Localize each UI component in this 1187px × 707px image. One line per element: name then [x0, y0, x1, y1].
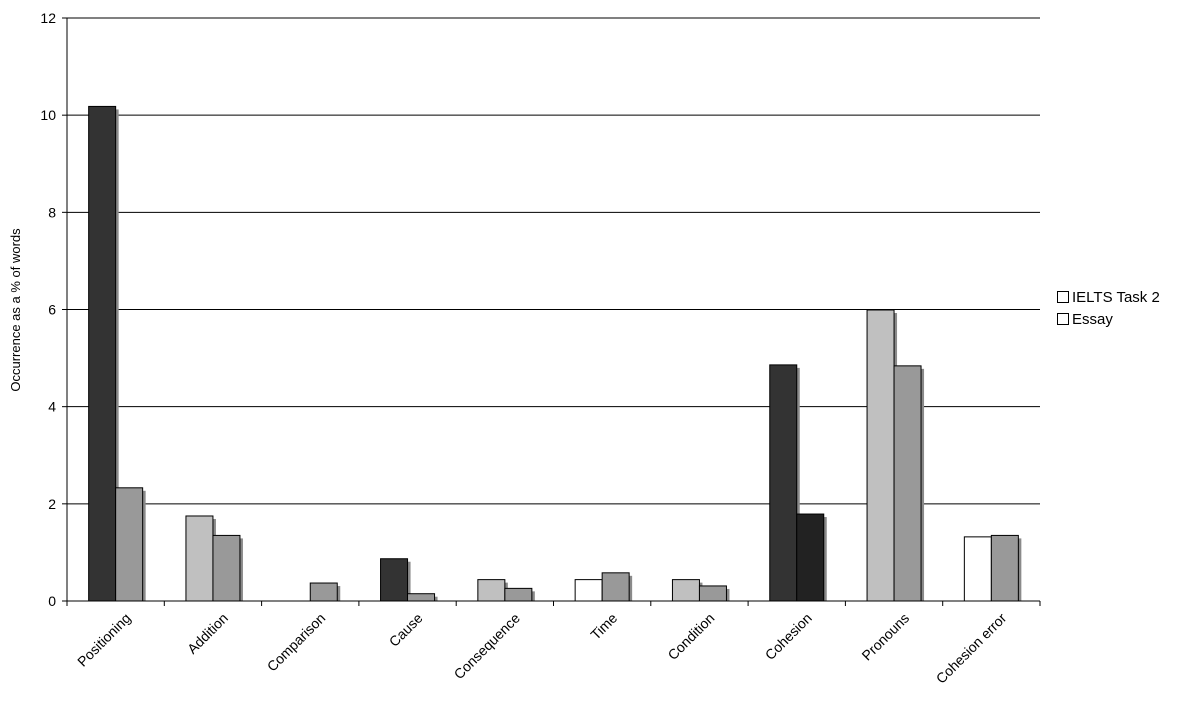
y-axis-label: Occurrence as a % of words [8, 228, 23, 392]
bar [477, 579, 506, 602]
legend-label-ielts: IELTS Task 2 [1072, 288, 1160, 306]
legend-swatch-icon [1057, 291, 1069, 303]
bar [88, 105, 117, 602]
y-tick-labels: 0 2 4 6 8 10 12 [40, 10, 56, 609]
x-tick-label: Time [587, 610, 620, 643]
legend-item-essay: Essay [1057, 308, 1160, 330]
legend-swatch-icon [1057, 313, 1069, 325]
x-tick-label: Comparison [264, 610, 329, 675]
bar [893, 365, 922, 602]
x-tick-labels: Positioning Addition Comparison Cause Conseq… [74, 610, 1010, 687]
y-tick-label: 6 [48, 302, 56, 318]
x-tick-label: Condition [664, 610, 717, 663]
y-tick-label: 4 [48, 399, 56, 415]
bar [115, 487, 144, 602]
legend-item-ielts: IELTS Task 2 [1057, 286, 1160, 308]
y-tick-label: 0 [48, 593, 56, 609]
bar [185, 515, 214, 602]
bar [671, 579, 700, 602]
y-tick-label: 2 [48, 496, 56, 512]
bar [407, 593, 436, 602]
x-tick-label: Pronouns [858, 610, 912, 664]
bar [380, 558, 409, 602]
x-tick-label: Cohesion [762, 610, 815, 663]
x-tick-label: Cohesion error [933, 610, 1010, 687]
bars [88, 105, 1022, 602]
bar [504, 587, 533, 602]
legend: IELTS Task 2 Essay [1057, 286, 1160, 330]
axes [62, 17, 1041, 606]
bar [601, 572, 630, 602]
y-tick-label: 10 [40, 107, 56, 123]
bar [212, 534, 241, 602]
bar [769, 364, 798, 602]
bar [866, 309, 895, 602]
y-tick-label: 12 [40, 10, 56, 26]
x-tick-label: Addition [184, 610, 231, 657]
x-tick-label: Cause [386, 610, 426, 650]
bar [963, 536, 992, 602]
legend-label-essay: Essay [1072, 310, 1113, 328]
bar [796, 513, 825, 602]
bar [309, 582, 338, 602]
x-tick-label: Positioning [74, 610, 134, 670]
y-tick-label: 8 [48, 204, 56, 220]
bar [990, 534, 1019, 602]
bar [698, 585, 727, 602]
x-tick-label: Consequence [451, 610, 524, 683]
bar [574, 579, 603, 602]
